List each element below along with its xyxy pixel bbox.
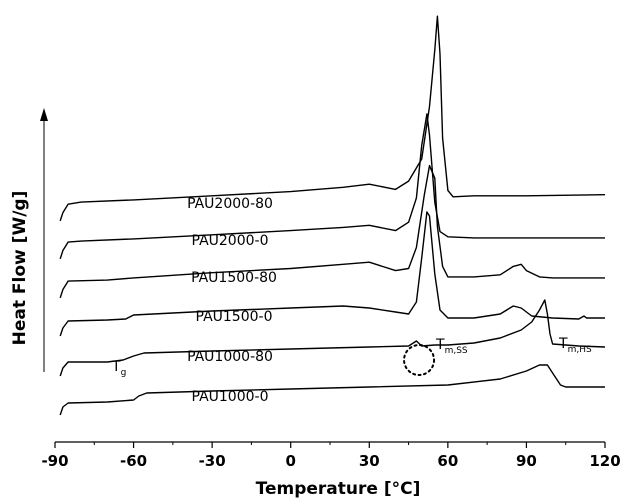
curve-pau1000-80 (59, 299, 606, 377)
curves (59, 15, 606, 416)
curve-pau1500-80 (59, 164, 605, 299)
arrow-head-icon (40, 108, 48, 121)
axes: -90 -60 -30 0 30 60 90 120 (40, 108, 621, 470)
x-tick-label: -90 (41, 452, 68, 470)
curve-label-pau1500-80: PAU1500-80 (191, 270, 277, 286)
x-axis-title: Temperature [°C] (256, 479, 421, 499)
annotation-g: Tg (111, 359, 126, 378)
annotation-m-ss: Tm,SS (435, 337, 468, 356)
y-axis-title: Heat Flow [W/g] (10, 191, 30, 346)
curve-labels: PAU2000-80 PAU2000-0 PAU1500-80 PAU1500-0 PA… (187, 196, 277, 405)
curve-label-pau1000-80: PAU1000-80 (187, 349, 273, 365)
x-tick-label: -60 (120, 452, 147, 470)
x-tick-label: 60 (437, 452, 458, 470)
curve-label-pau1000-0: PAU1000-0 (192, 389, 269, 405)
tm-ss-highlight-circle (403, 344, 436, 376)
curve-label-pau1500-0: PAU1500-0 (196, 309, 273, 325)
curve-pau1500-0 (59, 211, 605, 337)
x-tick-label: 0 (285, 452, 295, 470)
curve-pau2000-80 (59, 15, 606, 222)
x-tick-label: 120 (589, 452, 620, 470)
x-tick-label: 90 (516, 452, 537, 470)
annotation-m-hs: Tm,HS (558, 336, 592, 355)
curve-label-pau2000-0: PAU2000-0 (192, 233, 269, 249)
x-tick-label: 30 (359, 452, 380, 470)
annotations: Tg Tm,SS Tm,HS (111, 336, 592, 378)
curve-label-pau2000-80: PAU2000-80 (187, 196, 273, 212)
curve-pau1000-0 (59, 364, 605, 416)
curve-pau2000-0 (59, 113, 605, 260)
x-tick-label: -30 (199, 452, 226, 470)
